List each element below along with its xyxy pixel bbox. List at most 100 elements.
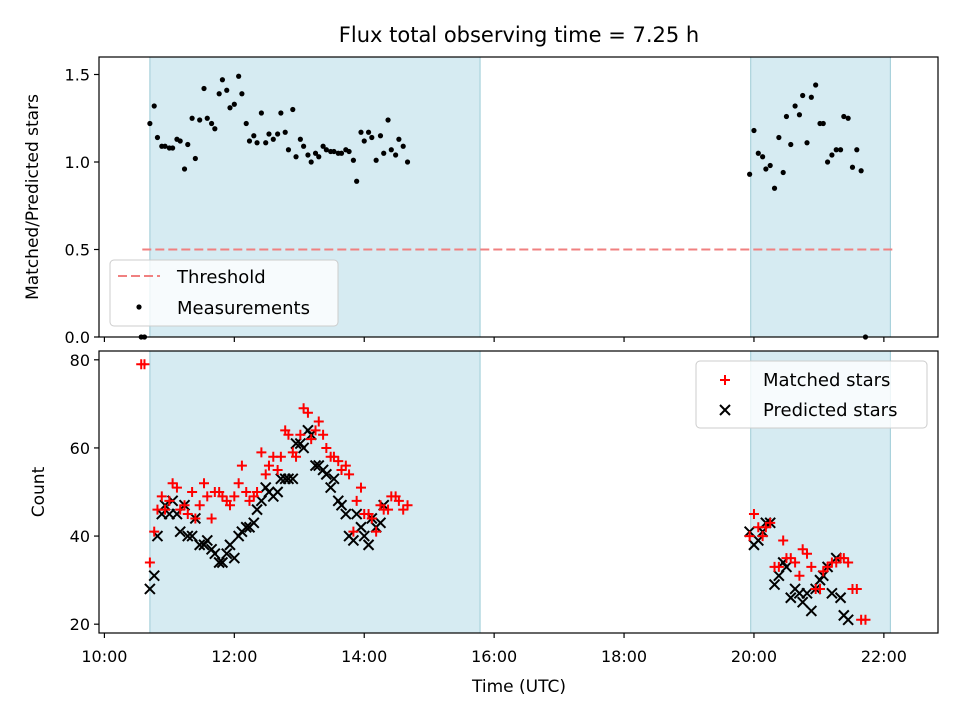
predicted-star-marker bbox=[174, 525, 186, 538]
measurement-point bbox=[783, 113, 790, 120]
legend-box bbox=[109, 259, 339, 327]
predicted-star-marker bbox=[251, 503, 263, 516]
measurement-point bbox=[270, 136, 276, 142]
matched-star-marker bbox=[806, 561, 817, 572]
measurement-point bbox=[854, 147, 860, 153]
predicted-star-marker bbox=[201, 534, 213, 547]
measurement-point bbox=[829, 152, 835, 158]
measurement-point bbox=[290, 106, 296, 113]
legend-measurement-label: Measurements bbox=[177, 298, 310, 319]
matched-star-marker bbox=[233, 478, 244, 489]
predicted-star-marker bbox=[785, 592, 797, 604]
matched-star-marker bbox=[860, 614, 871, 625]
matched-star-marker bbox=[366, 513, 377, 524]
measurement-point bbox=[755, 150, 761, 156]
predicted-star-marker bbox=[224, 539, 236, 551]
matched-star-marker bbox=[164, 495, 175, 506]
matched-star-marker bbox=[241, 487, 252, 497]
predicted-star-marker bbox=[374, 517, 387, 529]
measurement-point bbox=[358, 129, 364, 135]
matched-star-marker bbox=[139, 359, 150, 370]
measurement-point bbox=[404, 159, 411, 165]
measurement-point bbox=[331, 148, 337, 155]
measurement-point bbox=[377, 133, 384, 139]
measurement-point bbox=[751, 127, 757, 134]
measurement-point bbox=[181, 166, 188, 172]
y-tick-label: 0.0 bbox=[65, 328, 90, 347]
measurement-point bbox=[212, 126, 218, 132]
measurement-point bbox=[208, 120, 215, 127]
predicted-stars-points bbox=[144, 424, 854, 626]
matched-star-marker bbox=[182, 509, 193, 520]
matched-star-marker bbox=[194, 500, 205, 511]
measurement-point bbox=[227, 105, 233, 111]
measurement-point bbox=[219, 77, 226, 83]
measurement-point bbox=[201, 85, 207, 92]
matched-star-marker bbox=[333, 456, 344, 467]
matched-star-marker bbox=[190, 513, 201, 524]
predicted-star-marker bbox=[328, 473, 340, 485]
matched-star-marker bbox=[748, 509, 759, 520]
predicted-star-marker bbox=[282, 473, 295, 485]
measurement-point bbox=[204, 115, 210, 121]
measurement-point bbox=[192, 155, 198, 162]
ratio-panel: 0.0 0.5 1.0 1.5 Matched/Predicted stars Thr… bbox=[23, 56, 939, 347]
x-tick-label: 18:00 bbox=[601, 647, 647, 666]
predicted-star-marker bbox=[324, 481, 337, 494]
predicted-star-marker bbox=[340, 508, 352, 520]
x-tick-label: 10:00 bbox=[81, 647, 127, 666]
x-axis-label-time: Time (UTC) bbox=[471, 677, 566, 697]
y-tick-label: 1.0 bbox=[65, 153, 90, 172]
matched-star-marker bbox=[371, 526, 382, 537]
measurement-point bbox=[312, 150, 319, 156]
legend-matched-label: Matched stars bbox=[763, 370, 890, 391]
measurement-point bbox=[147, 120, 153, 127]
measurement-point bbox=[154, 134, 161, 141]
y-tick-label: 80 bbox=[70, 351, 90, 370]
predicted-star-marker bbox=[780, 561, 793, 573]
matched-star-marker bbox=[351, 495, 362, 506]
measurement-point bbox=[297, 136, 303, 142]
ratio-panel-frame bbox=[98, 56, 939, 338]
matched-star-marker bbox=[340, 460, 351, 471]
measurement-point bbox=[813, 82, 819, 88]
predicted-star-marker bbox=[221, 547, 233, 560]
measurement-point bbox=[833, 147, 839, 153]
measurement-point bbox=[216, 91, 222, 97]
predicted-star-marker bbox=[801, 587, 813, 600]
predicted-star-marker bbox=[148, 570, 160, 582]
y-axis-label-count: Count bbox=[29, 466, 49, 517]
matched-star-marker bbox=[765, 517, 776, 528]
predicted-star-marker bbox=[335, 499, 348, 511]
measurement-point bbox=[197, 117, 203, 123]
matched-star-marker bbox=[187, 487, 198, 497]
measurement-point bbox=[305, 152, 311, 158]
y-axis-count: 20 40 60 80 bbox=[70, 351, 99, 634]
measurement-point bbox=[189, 115, 195, 121]
measurement-point bbox=[780, 169, 786, 176]
measurement-point bbox=[800, 92, 806, 99]
chart-title: Flux total observing time = 7.25 h bbox=[339, 23, 699, 47]
matched-star-marker bbox=[295, 429, 306, 440]
count-legend: Matched stars Predicted stars bbox=[695, 360, 928, 429]
measurement-point bbox=[231, 101, 237, 107]
matched-star-marker bbox=[272, 464, 283, 475]
matched-star-marker bbox=[757, 531, 768, 542]
x-tick-label: 12:00 bbox=[211, 647, 257, 666]
y-tick-label: 60 bbox=[70, 439, 90, 458]
matched-star-marker bbox=[156, 491, 167, 502]
measurement-point bbox=[239, 91, 245, 97]
matched-star-marker bbox=[321, 442, 332, 453]
measurement-point bbox=[308, 159, 314, 165]
measurement-point bbox=[804, 140, 810, 146]
matched-star-marker bbox=[144, 557, 155, 568]
measurement-point bbox=[385, 117, 391, 123]
matched-star-marker bbox=[149, 526, 160, 537]
matched-star-marker bbox=[310, 425, 321, 436]
y-tick-label: 20 bbox=[70, 615, 90, 634]
predicted-star-marker bbox=[290, 437, 302, 450]
matched-star-marker bbox=[283, 429, 294, 440]
measurement-point bbox=[251, 133, 257, 139]
matched-star-marker bbox=[179, 500, 190, 511]
predicted-star-marker bbox=[297, 442, 310, 454]
